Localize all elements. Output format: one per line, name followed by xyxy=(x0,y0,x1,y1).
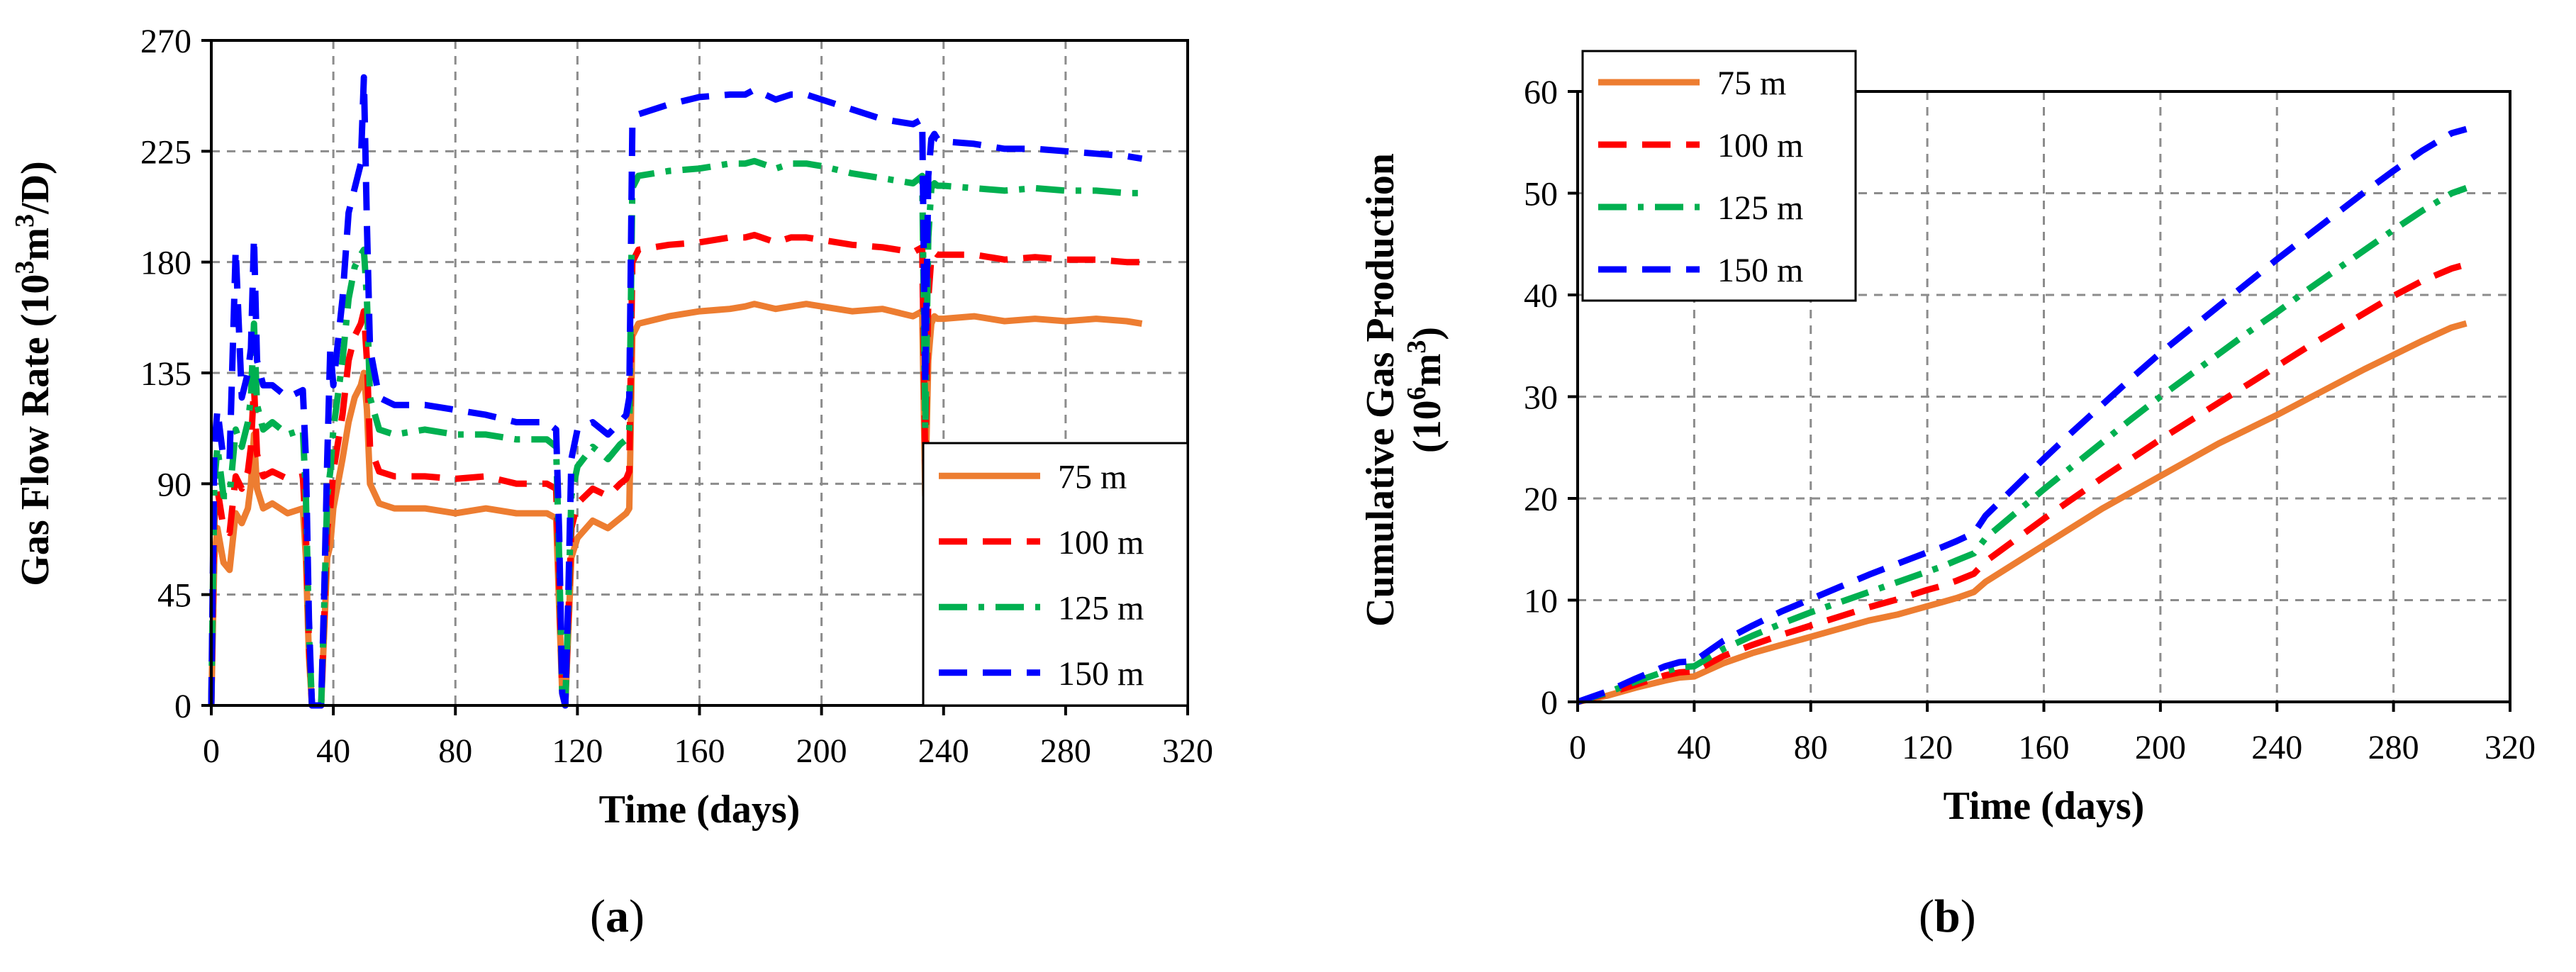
chart-a-y-axis-label-part: m xyxy=(13,228,57,261)
chart-a-y-axis-label-part: Gas Flow Rate (10 xyxy=(13,274,57,586)
chart-b-y-tick-label: 40 xyxy=(1524,277,1558,315)
panel-label-b-letter: b xyxy=(1934,890,1961,942)
chart-b-legend-label-1: 100 m xyxy=(1717,127,1803,164)
chart-b-series-line-1 xyxy=(1576,261,2468,705)
chart-a-x-tick-label: 120 xyxy=(552,732,603,770)
chart-b-legend-label-3: 150 m xyxy=(1717,252,1803,289)
chart-b-y-tick-label: 30 xyxy=(1524,379,1558,417)
chart-b-x-tick-label: 240 xyxy=(2251,729,2302,766)
chart-b-legend-label-0: 75 m xyxy=(1717,65,1786,102)
chart-b-x-tick-label: 280 xyxy=(2368,729,2419,766)
chart-a-legend-label-3: 150 m xyxy=(1058,655,1144,693)
chart-a-y-axis-label-part: 3 xyxy=(10,261,40,274)
chart-b-x-tick-label: 40 xyxy=(1677,729,1711,766)
chart-b-y-tick-label: 60 xyxy=(1524,74,1558,111)
chart-b-x-tick-label: 160 xyxy=(2019,729,2070,766)
chart-b-y-axis-label-text: (106m3) xyxy=(1402,327,1449,453)
chart-a-y-tick-label: 135 xyxy=(140,355,191,393)
chart-a-x-tick-label: 280 xyxy=(1040,732,1091,770)
panel-label-a: (a) xyxy=(590,890,645,942)
chart-a-y-axis-label: Gas Flow Rate (103m3/D) xyxy=(10,161,57,586)
chart-b-y-axis-label-part: Cumulative Gas Production xyxy=(1359,153,1403,627)
panel-label-a-letter: a xyxy=(605,890,629,942)
chart-a-y-axis-label-text: Gas Flow Rate (103m3/D) xyxy=(10,161,57,586)
chart-b-x-tick-label: 80 xyxy=(1794,729,1828,766)
chart-b-y-tick-label: 10 xyxy=(1524,583,1558,620)
chart-a-y-tick-label: 225 xyxy=(140,133,191,171)
chart-b-legend-label-2: 125 m xyxy=(1717,189,1803,227)
chart-a-series-line-3 xyxy=(208,74,1143,709)
chart-b-y-axis-label-part: m xyxy=(1405,354,1449,387)
chart-a-legend-label-0: 75 m xyxy=(1058,458,1127,496)
chart-b-y-axis-label-text: Cumulative Gas Production xyxy=(1359,153,1403,627)
chart-b-y-tick-label: 0 xyxy=(1541,684,1558,722)
chart-a-x-tick-label: 0 xyxy=(203,732,220,770)
chart-b-legend-box xyxy=(1581,50,1857,302)
chart-b-y-tick-label: 50 xyxy=(1524,176,1558,213)
chart-a-y-axis-label-part: /D) xyxy=(13,161,57,215)
chart-b-x-tick-label: 120 xyxy=(1902,729,1953,766)
chart-b-y-axis-label-part: 6 xyxy=(1402,386,1432,400)
chart-a-x-tick-label: 200 xyxy=(796,732,847,770)
chart-b-x-tick-label: 200 xyxy=(2135,729,2186,766)
chart-a-y-axis-label-part: 3 xyxy=(10,214,40,228)
chart-a-legend-label-1: 100 m xyxy=(1058,524,1144,562)
chart-b-y-axis-label: Cumulative Gas Production (106m3) xyxy=(1359,153,1449,627)
chart-a-series-line-2 xyxy=(208,157,1142,709)
chart-a-x-tick-label: 240 xyxy=(918,732,969,770)
chart-a-x-tick-label: 160 xyxy=(674,732,725,770)
chart-a-y-tick-label: 180 xyxy=(140,245,191,282)
chart-b-y-axis-label-part: (10 xyxy=(1405,400,1449,453)
chart-b-y-tick-label: 20 xyxy=(1524,481,1558,518)
panel-label-b: (b) xyxy=(1919,890,1976,942)
chart-b-x-axis-label: Time (days) xyxy=(1944,784,2145,828)
chart-b-series-line-0 xyxy=(1577,320,2468,705)
chart-a-y-tick-label: 45 xyxy=(157,577,191,615)
chart-a-y-tick-label: 0 xyxy=(174,688,191,725)
chart-b-y-axis-label-part: ) xyxy=(1405,327,1449,340)
chart-b-series-line-3 xyxy=(1576,125,2468,705)
chart-a-x-tick-label: 80 xyxy=(438,732,472,770)
chart-a-y-tick-label: 270 xyxy=(140,23,191,60)
chart-a-x-tick-label: 40 xyxy=(316,732,350,770)
chart-b-x-tick-label: 320 xyxy=(2485,729,2536,766)
chart-b-x-tick-label: 0 xyxy=(1569,729,1586,766)
chart-b-series-line-2 xyxy=(1576,185,2468,705)
chart-a-legend-label-2: 125 m xyxy=(1058,589,1144,627)
chart-a-x-tick-label: 320 xyxy=(1162,732,1213,770)
chart-a-legend-box xyxy=(922,442,1189,707)
chart-b-y-axis-label-part: 3 xyxy=(1402,340,1432,354)
chart-a-y-tick-label: 90 xyxy=(157,466,191,503)
chart-a-x-axis-label: Time (days) xyxy=(599,788,801,832)
